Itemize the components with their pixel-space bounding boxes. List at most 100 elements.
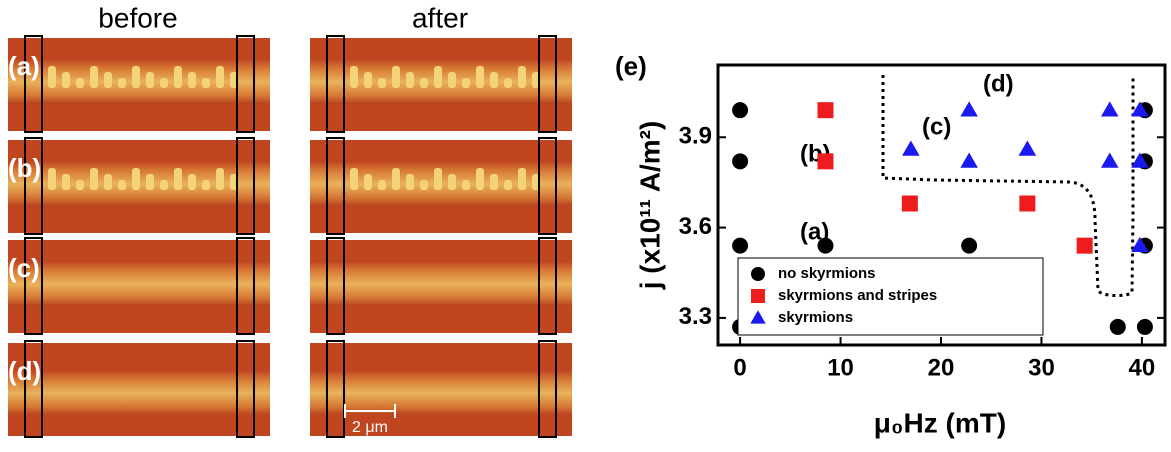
wire bbox=[8, 371, 270, 415]
domain bbox=[392, 66, 400, 88]
legend-box bbox=[737, 257, 1044, 336]
row-label: (c) bbox=[8, 253, 40, 283]
y-tick-label: 3.9 bbox=[679, 123, 712, 150]
electrode bbox=[538, 237, 557, 335]
domain bbox=[406, 72, 414, 88]
domain bbox=[406, 174, 414, 190]
domain bbox=[448, 72, 456, 88]
domain bbox=[48, 66, 56, 88]
wire bbox=[310, 371, 572, 415]
scale-label: 2 μm bbox=[352, 419, 388, 436]
domain bbox=[48, 168, 56, 190]
domain bbox=[118, 78, 126, 88]
electrode bbox=[326, 137, 345, 235]
wire bbox=[8, 262, 270, 306]
marker bbox=[960, 101, 978, 117]
domain bbox=[476, 66, 484, 88]
domain bbox=[90, 168, 98, 190]
marker bbox=[1109, 318, 1126, 335]
electrode bbox=[538, 137, 557, 235]
x-tick-label: 20 bbox=[928, 354, 955, 381]
domain bbox=[76, 78, 84, 88]
electrode bbox=[326, 35, 345, 133]
domain bbox=[202, 180, 210, 190]
y-tick-label: 3.3 bbox=[679, 303, 712, 330]
x-tick-label: 0 bbox=[733, 354, 746, 381]
phase-boundary bbox=[881, 75, 1135, 297]
domain bbox=[448, 174, 456, 190]
domain bbox=[420, 78, 428, 88]
domain bbox=[420, 180, 428, 190]
electrode bbox=[236, 340, 255, 438]
domain bbox=[504, 180, 512, 190]
electrode bbox=[24, 340, 43, 438]
electrode bbox=[326, 340, 345, 438]
domain bbox=[188, 174, 196, 190]
marker bbox=[1076, 237, 1093, 254]
domain bbox=[76, 180, 84, 190]
row-label: (b) bbox=[8, 153, 41, 183]
electrode bbox=[538, 340, 557, 438]
marker bbox=[1019, 195, 1036, 212]
domain bbox=[462, 180, 470, 190]
x-tick-label: 10 bbox=[827, 354, 854, 381]
x-axis-label: μ₀Hz (mT) bbox=[874, 407, 1006, 438]
row-label: (d) bbox=[8, 356, 41, 386]
domain bbox=[350, 66, 358, 88]
domain bbox=[490, 72, 498, 88]
electrode bbox=[24, 35, 43, 133]
electrode bbox=[236, 237, 255, 335]
marker bbox=[732, 237, 749, 254]
marker bbox=[817, 102, 834, 119]
domain bbox=[216, 168, 224, 190]
domain bbox=[504, 78, 512, 88]
marker bbox=[817, 237, 834, 254]
domain bbox=[350, 168, 358, 190]
legend-label: skyrmions bbox=[778, 309, 853, 326]
electrode bbox=[326, 237, 345, 335]
y-axis-label: j (x10¹¹ A/m²) bbox=[634, 121, 665, 291]
y-tick-label: 3.6 bbox=[679, 213, 712, 240]
electrode bbox=[538, 35, 557, 133]
column-title: before bbox=[98, 2, 177, 33]
domain bbox=[104, 174, 112, 190]
marker bbox=[1100, 101, 1119, 117]
electrode bbox=[236, 137, 255, 235]
column-title: after bbox=[412, 2, 468, 33]
domain bbox=[62, 72, 70, 88]
panel-label: (e) bbox=[615, 51, 647, 81]
wire bbox=[310, 262, 572, 306]
domain bbox=[216, 66, 224, 88]
domain bbox=[132, 168, 140, 190]
marker bbox=[732, 153, 749, 170]
domain bbox=[378, 180, 386, 190]
marker bbox=[1131, 101, 1149, 117]
domain bbox=[146, 72, 154, 88]
electrode bbox=[24, 237, 43, 335]
domain bbox=[364, 174, 372, 190]
domain bbox=[378, 78, 386, 88]
image-panel bbox=[8, 35, 572, 438]
domain bbox=[364, 72, 372, 88]
domain bbox=[518, 168, 526, 190]
domain bbox=[434, 168, 442, 190]
annotation: (d) bbox=[983, 70, 1014, 97]
domain bbox=[202, 78, 210, 88]
domain bbox=[518, 66, 526, 88]
row-label: (a) bbox=[8, 51, 40, 81]
domain bbox=[146, 174, 154, 190]
domain bbox=[490, 174, 498, 190]
legend-label: skyrmions and stripes bbox=[778, 287, 937, 304]
domain bbox=[188, 72, 196, 88]
x-tick-label: 40 bbox=[1129, 354, 1156, 381]
domain bbox=[462, 78, 470, 88]
domain bbox=[62, 174, 70, 190]
marker bbox=[1131, 152, 1149, 168]
legend-label: no skyrmions bbox=[778, 265, 876, 282]
domain bbox=[392, 168, 400, 190]
electrode bbox=[236, 35, 255, 133]
marker bbox=[750, 310, 766, 324]
marker bbox=[902, 140, 920, 156]
marker bbox=[1131, 236, 1149, 253]
